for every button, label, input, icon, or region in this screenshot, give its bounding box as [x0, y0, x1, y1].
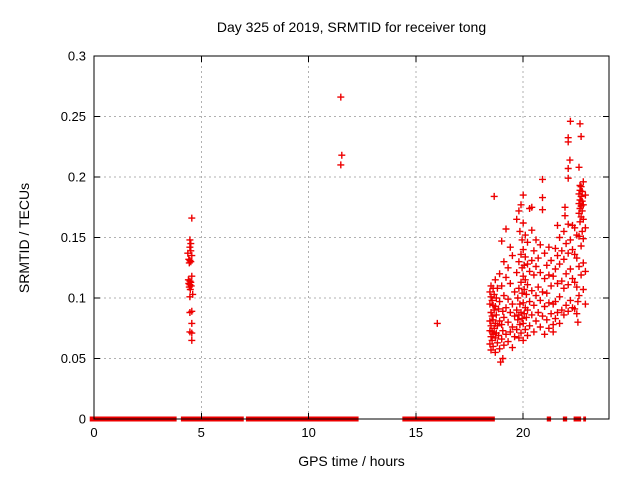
- y-tick-label: 0.15: [61, 230, 86, 245]
- x-axis-title: GPS time / hours: [298, 453, 405, 469]
- x-tick-label: 0: [90, 425, 97, 440]
- y-tick-label: 0.1: [68, 291, 86, 306]
- axis-tick-labels: 0 5 10 15 20 0 0.05 0.1 0.15 0.2 0.25 0.3: [61, 49, 531, 441]
- grid-lines: [94, 56, 609, 419]
- plot-border: [93, 55, 610, 420]
- x-tick-label: 20: [516, 425, 530, 440]
- y-tick-label: 0.05: [61, 351, 86, 366]
- chart-title: Day 325 of 2019, SRMTID for receiver ton…: [216, 19, 487, 35]
- data-points: [184, 93, 589, 366]
- y-tick-label: 0.25: [61, 109, 86, 124]
- x-tick-label: 10: [301, 425, 315, 440]
- y-tick-label: 0.3: [68, 49, 86, 64]
- y-tick-label: 0: [79, 412, 86, 427]
- x-tick-label: 5: [198, 425, 205, 440]
- y-tick-label: 0.2: [68, 170, 86, 185]
- x-tick-label: 15: [409, 425, 423, 440]
